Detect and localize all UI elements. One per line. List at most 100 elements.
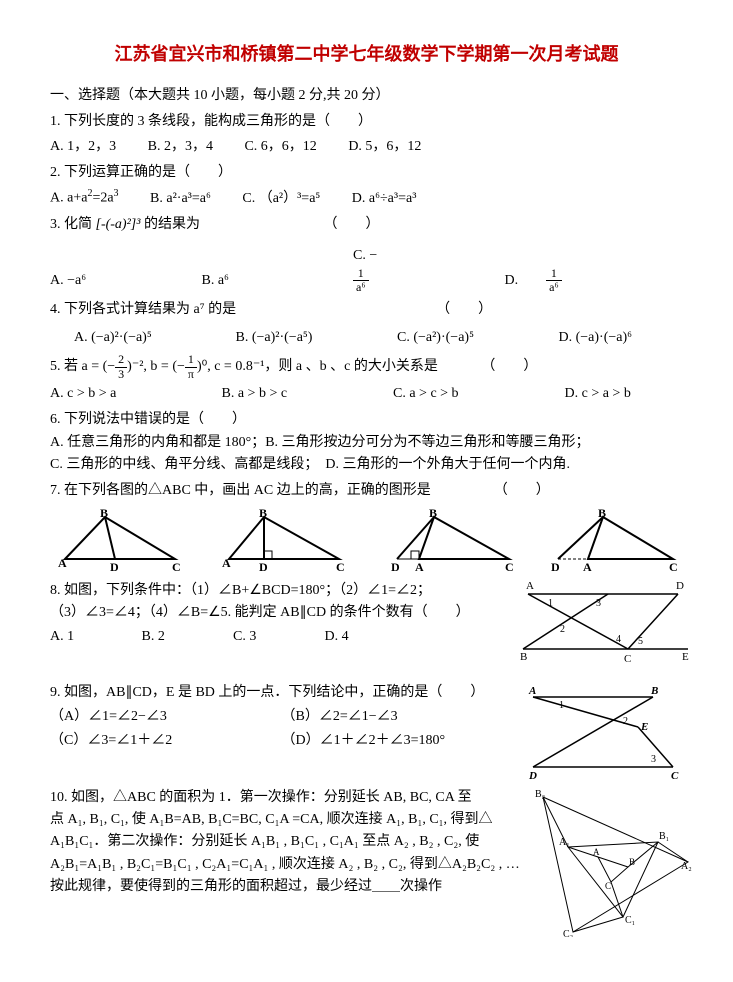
svg-text:E: E <box>640 721 648 733</box>
svg-text:B: B <box>259 509 267 520</box>
svg-text:3: 3 <box>651 754 656 765</box>
svg-text:C: C <box>605 881 611 891</box>
question-7: 7. 在下列各图的△ABC 中，画出 AC 边上的高，正确的图形是 （ ） B … <box>50 480 683 573</box>
q1-optB: B. 2，3，4 <box>148 136 213 158</box>
q8-figure: A D B C E 3 1 2 4 5 <box>518 574 693 669</box>
exam-title: 江苏省宜兴市和桥镇第二中学七年级数学下学期第一次月考试题 <box>50 40 683 69</box>
q9-figure: A B D C E 1 2 3 <box>523 682 683 782</box>
q7-fig-d: B D A C <box>543 509 683 574</box>
svg-text:A: A <box>583 560 592 574</box>
q10-l4: A₂B₁=A₁B₁ , B₂C₁=B₁C₁ , C₂A₁=C₁A₁ , 顺次连接… <box>50 854 530 876</box>
svg-text:C: C <box>669 560 678 574</box>
svg-text:5: 5 <box>638 636 643 647</box>
svg-text:3: 3 <box>596 598 601 609</box>
q8-optD: D. 4 <box>325 626 349 648</box>
question-9: 9. 如图，AB∥CD，E 是 BD 上的一点．下列结论中，正确的是（ ） （A… <box>50 682 683 777</box>
svg-text:A: A <box>593 847 600 857</box>
question-3: 3. 化简 [-(-a)²]³ 的结果为 （ ） A. −a⁶ B. a⁶ C.… <box>50 214 683 294</box>
svg-text:A: A <box>526 580 534 592</box>
q6-optAB: A. 任意三角形的内角和都是 180°；B. 三角形按边分可分为不等边三角形和等… <box>50 432 683 454</box>
q7-figures: B A D C B A D C B D A C B <box>50 509 683 574</box>
q3-optD: D. 1a⁶ <box>505 267 618 294</box>
q2-optB: B. a²·a³=a⁶ <box>150 188 211 210</box>
q3-optB: B. a⁶ <box>202 270 322 292</box>
q7-fig-a: B A D C <box>50 509 190 574</box>
question-6: 6. 下列说法中错误的是（ ） A. 任意三角形的内角和都是 180°；B. 三… <box>50 409 683 476</box>
q3-stem: 3. 化简 [-(-a)²]³ 的结果为 （ ） <box>50 214 683 236</box>
section-1-header: 一、选择题（本大题共 10 小题，每小题 2 分,共 20 分） <box>50 85 683 107</box>
svg-text:A: A <box>528 685 536 697</box>
q3-expression: [-(-a)²]³ <box>96 217 141 232</box>
svg-text:B: B <box>520 651 527 663</box>
q4-optB: B. (−a)²·(−a⁵) <box>236 327 366 349</box>
q5-optB: B. a > b > c <box>222 383 362 405</box>
q5-stem: 5. 若 a = (−23)⁻², b = (−1π)⁰, c = 0.8⁻¹，… <box>50 353 683 380</box>
svg-text:C: C <box>624 653 631 665</box>
svg-text:A: A <box>58 556 67 570</box>
q6-optCD: C. 三角形的中线、角平分线、高都是线段； D. 三角形的一个外角大于任何一个内… <box>50 454 683 476</box>
q10-l3: A₁B₁C₁．第二次操作：分别延长 A₁B₁ , B₁C₁ , C₁A₁ 至点 … <box>50 831 530 853</box>
svg-text:C: C <box>336 560 345 574</box>
q3-options: A. −a⁶ B. a⁶ C. −1a⁶ D. 1a⁶ <box>50 245 683 295</box>
svg-text:2: 2 <box>623 716 628 727</box>
q2-optC: C. （a²）³=a⁵ <box>242 188 320 210</box>
svg-text:C₁: C₁ <box>625 915 635 926</box>
q4-optC: C. (−a²)·(−a)⁵ <box>397 327 527 349</box>
q7-fig-c: B D A C <box>379 509 519 574</box>
question-10: 10. 如图，△ABC 的面积为 1．第一次操作：分别延长 AB, BC, CA… <box>50 787 683 907</box>
svg-text:1: 1 <box>548 598 553 609</box>
svg-text:D: D <box>676 580 684 592</box>
svg-text:C₂: C₂ <box>563 929 573 937</box>
svg-text:B: B <box>629 857 635 867</box>
svg-text:D: D <box>110 560 119 574</box>
svg-text:A₂: A₂ <box>681 861 692 872</box>
q3-optC: C. −1a⁶ <box>353 245 473 295</box>
question-1: 1. 下列长度的 3 条线段，能构成三角形的是（ ） A. 1，2，3 B. 2… <box>50 111 683 158</box>
question-5: 5. 若 a = (−23)⁻², b = (−1π)⁰, c = 0.8⁻¹，… <box>50 353 683 405</box>
q1-options: A. 1，2，3 B. 2，3，4 C. 6，6，12 D. 5，6，12 <box>50 136 683 158</box>
q10-l1: 10. 如图，△ABC 的面积为 1．第一次操作：分别延长 AB, BC, CA… <box>50 787 530 809</box>
q2-optA: A. a+a2=2a3 <box>50 186 119 210</box>
svg-text:B: B <box>429 509 437 520</box>
q1-optA: A. 1，2，3 <box>50 136 116 158</box>
svg-text:A₁: A₁ <box>559 837 570 848</box>
q9-optB: （B）∠2=∠1−∠3 <box>282 706 398 728</box>
q4-options: A. (−a)²·(−a)⁵ B. (−a)²·(−a⁵) C. (−a²)·(… <box>74 327 683 349</box>
question-8: 8. 如图，下列条件中：（1）∠B+∠BCD=180°；（2）∠1=∠2； （3… <box>50 580 683 670</box>
svg-text:A: A <box>222 556 231 570</box>
q2-stem: 2. 下列运算正确的是（ ） <box>50 162 683 184</box>
svg-text:C: C <box>505 560 514 574</box>
q10-l2: 点 A₁, B₁, C₁, 使 A₁B=AB, B₁C=BC, C₁A =CA,… <box>50 809 530 831</box>
q1-optD: D. 5，6，12 <box>348 136 421 158</box>
svg-text:B: B <box>650 685 658 697</box>
q8-optA: A. 1 <box>50 626 110 648</box>
q5-optC: C. a > c > b <box>393 383 533 405</box>
svg-text:B₂: B₂ <box>535 789 545 800</box>
q10-figure: A B C A₁ B₁ C₁ B₂ A₂ C₂ <box>533 787 693 937</box>
svg-text:E: E <box>682 651 689 663</box>
q4-optD: D. (−a)·(−a)⁶ <box>559 327 633 349</box>
q6-stem: 6. 下列说法中错误的是（ ） <box>50 409 683 431</box>
question-2: 2. 下列运算正确的是（ ） A. a+a2=2a3 B. a²·a³=a⁶ C… <box>50 162 683 210</box>
svg-text:4: 4 <box>616 634 621 645</box>
q9-optD: （D）∠1＋∠2＋∠3=180° <box>282 730 446 752</box>
svg-text:D: D <box>528 770 537 782</box>
q3-stem-post: 的结果为 <box>144 217 200 232</box>
q3-optA: A. −a⁶ <box>50 270 170 292</box>
svg-text:D: D <box>259 560 268 574</box>
svg-text:D: D <box>391 560 400 574</box>
q8-optB: B. 2 <box>142 626 202 648</box>
q7-stem: 7. 在下列各图的△ABC 中，画出 AC 边上的高，正确的图形是 （ ） <box>50 480 683 502</box>
question-4: 4. 下列各式计算结果为 a⁷ 的是（ ） A. (−a)²·(−a)⁵ B. … <box>50 299 683 350</box>
q9-optA: （A）∠1=∠2−∠3 <box>50 706 250 728</box>
svg-text:C: C <box>671 770 679 782</box>
svg-text:D: D <box>551 560 560 574</box>
q5-options: A. c > b > a B. a > b > c C. a > c > b D… <box>50 383 683 405</box>
q4-stem: 4. 下列各式计算结果为 a⁷ 的是（ ） <box>50 299 683 321</box>
svg-text:B: B <box>598 509 606 520</box>
svg-text:B: B <box>100 509 108 520</box>
svg-text:1: 1 <box>559 700 564 711</box>
q2-optD: D. a⁶÷a³=a³ <box>352 188 417 210</box>
svg-text:B₁: B₁ <box>659 831 669 842</box>
svg-text:A: A <box>415 560 424 574</box>
